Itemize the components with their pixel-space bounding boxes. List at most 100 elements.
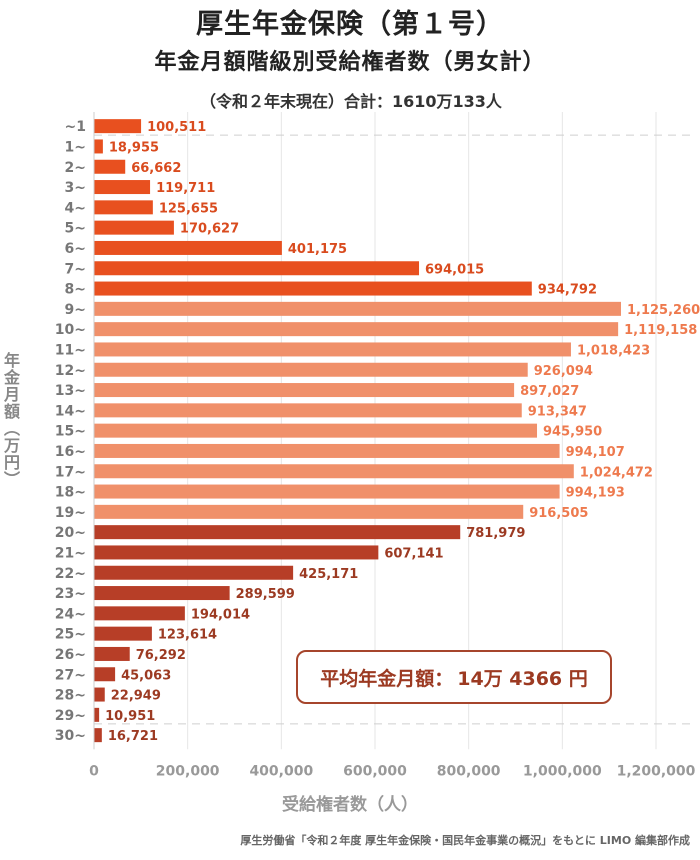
bar-value-label: 100,511	[147, 120, 206, 135]
y-tick-label: 12~	[55, 363, 86, 379]
y-tick-label: 7~	[65, 261, 86, 277]
y-tick-label: 22~	[55, 566, 86, 582]
y-tick-label: 29~	[55, 708, 86, 724]
bar	[94, 180, 151, 195]
bar-value-label: 781,979	[466, 526, 525, 541]
bar	[94, 139, 103, 154]
bar	[94, 545, 379, 560]
bar	[94, 586, 230, 601]
bar	[94, 687, 105, 702]
bar	[94, 728, 102, 743]
bar-value-label: 607,141	[384, 546, 443, 561]
y-tick-label: 17~	[55, 464, 86, 480]
y-tick-label: 1~	[65, 139, 86, 155]
y-tick-label: 15~	[55, 424, 86, 440]
y-tick-label: 14~	[55, 403, 86, 419]
average-annotation: 平均年金月額： 14万 4366 円	[296, 650, 612, 704]
y-tick-label: 19~	[55, 505, 86, 521]
bar-value-label: 916,505	[529, 506, 588, 521]
bar-value-label: 425,171	[299, 567, 358, 582]
bar-value-label: 16,721	[108, 729, 158, 744]
bar-value-label: 934,792	[538, 283, 597, 298]
bar	[94, 667, 116, 682]
bar-value-label: 22,949	[111, 689, 161, 704]
y-tick-label: 9~	[65, 302, 86, 318]
x-tick-label: 200,000	[156, 763, 220, 779]
y-tick-label: 10~	[55, 322, 86, 338]
x-tick-label: 1,200,000	[617, 763, 696, 779]
bar	[94, 322, 619, 337]
bar	[94, 707, 100, 722]
bar	[94, 403, 522, 418]
bar	[94, 119, 142, 134]
bar-value-label: 66,662	[131, 161, 181, 176]
bar	[94, 646, 130, 661]
y-tick-label: 3~	[65, 180, 86, 196]
x-tick-label: 1,000,000	[523, 763, 602, 779]
source-note: 厚生労働省「令和２年度 厚生年金保険・国民年金事業の概況」をもとに LIMO 編…	[240, 834, 690, 847]
y-tick-label: 18~	[55, 485, 86, 501]
bar-value-label: 401,175	[288, 242, 347, 257]
y-tick-label: 2~	[65, 160, 86, 176]
y-tick-label: 26~	[55, 647, 86, 663]
x-tick-label: 800,000	[437, 763, 501, 779]
chart-subtitle: 年金月額階級別受給権者数（男女計）	[154, 50, 546, 75]
y-tick-label: 4~	[65, 200, 86, 216]
y-tick-label: 5~	[65, 221, 86, 237]
average-label: 平均年金月額：	[320, 667, 454, 690]
bar-value-label: 123,614	[158, 628, 217, 643]
bar	[94, 464, 574, 479]
bar-value-label: 119,711	[156, 181, 215, 196]
y-tick-label: 24~	[55, 606, 86, 622]
bar	[94, 240, 282, 255]
bar-value-label: 125,655	[159, 201, 218, 216]
bar-value-label: 45,063	[121, 668, 171, 683]
bar	[94, 423, 538, 438]
bar-value-label: 994,107	[566, 445, 625, 460]
y-tick-label: 16~	[55, 444, 86, 460]
bar	[94, 606, 185, 621]
bar-value-label: 76,292	[136, 648, 186, 663]
x-tick-label: 600,000	[343, 763, 407, 779]
x-axis-label: 受給権者数（人）	[282, 795, 418, 815]
bar	[94, 281, 532, 296]
bar-value-label: 913,347	[528, 404, 587, 419]
bar-value-label: 18,955	[109, 140, 159, 155]
y-tick-label: 25~	[55, 627, 86, 643]
y-tick-label: 30~	[55, 728, 86, 744]
y-tick-label: 8~	[65, 282, 86, 298]
bar	[94, 383, 515, 398]
x-tick-label: 400,000	[249, 763, 313, 779]
bar	[94, 261, 420, 276]
y-tick-label: 27~	[55, 667, 86, 683]
y-tick-label: 6~	[65, 241, 86, 257]
bar-value-label: 1,125,260	[627, 303, 700, 318]
y-tick-label: 13~	[55, 383, 86, 399]
chart-title: 厚生年金保険（第１号）	[196, 9, 504, 40]
y-tick-label: 28~	[55, 688, 86, 704]
bar-value-label: 994,193	[566, 486, 625, 501]
average-value: 14万 4366 円	[457, 667, 588, 690]
bar-value-label: 897,027	[520, 384, 579, 399]
y-tick-label: 23~	[55, 586, 86, 602]
bar-value-label: 1,018,423	[577, 343, 650, 358]
bar-value-label: 194,014	[191, 607, 250, 622]
bar	[94, 525, 461, 540]
bar	[94, 504, 524, 519]
bar	[94, 342, 571, 357]
bar-value-label: 945,950	[543, 425, 602, 440]
bar	[94, 159, 126, 174]
y-tick-label: ~1	[65, 119, 86, 135]
bar-value-label: 10,951	[105, 709, 155, 724]
bar-value-label: 926,094	[534, 364, 593, 379]
y-tick-label: 21~	[55, 545, 86, 561]
bar	[94, 200, 153, 215]
bar-value-label: 1,119,158	[624, 323, 697, 338]
bar	[94, 565, 294, 580]
y-axis-label: 年金月額（万円）	[1, 352, 20, 488]
total-note: （令和２年末現在）合計：1610万133人	[200, 92, 502, 111]
bar	[94, 220, 174, 235]
y-tick-label: 11~	[55, 342, 86, 358]
bar-value-label: 694,015	[425, 262, 484, 277]
